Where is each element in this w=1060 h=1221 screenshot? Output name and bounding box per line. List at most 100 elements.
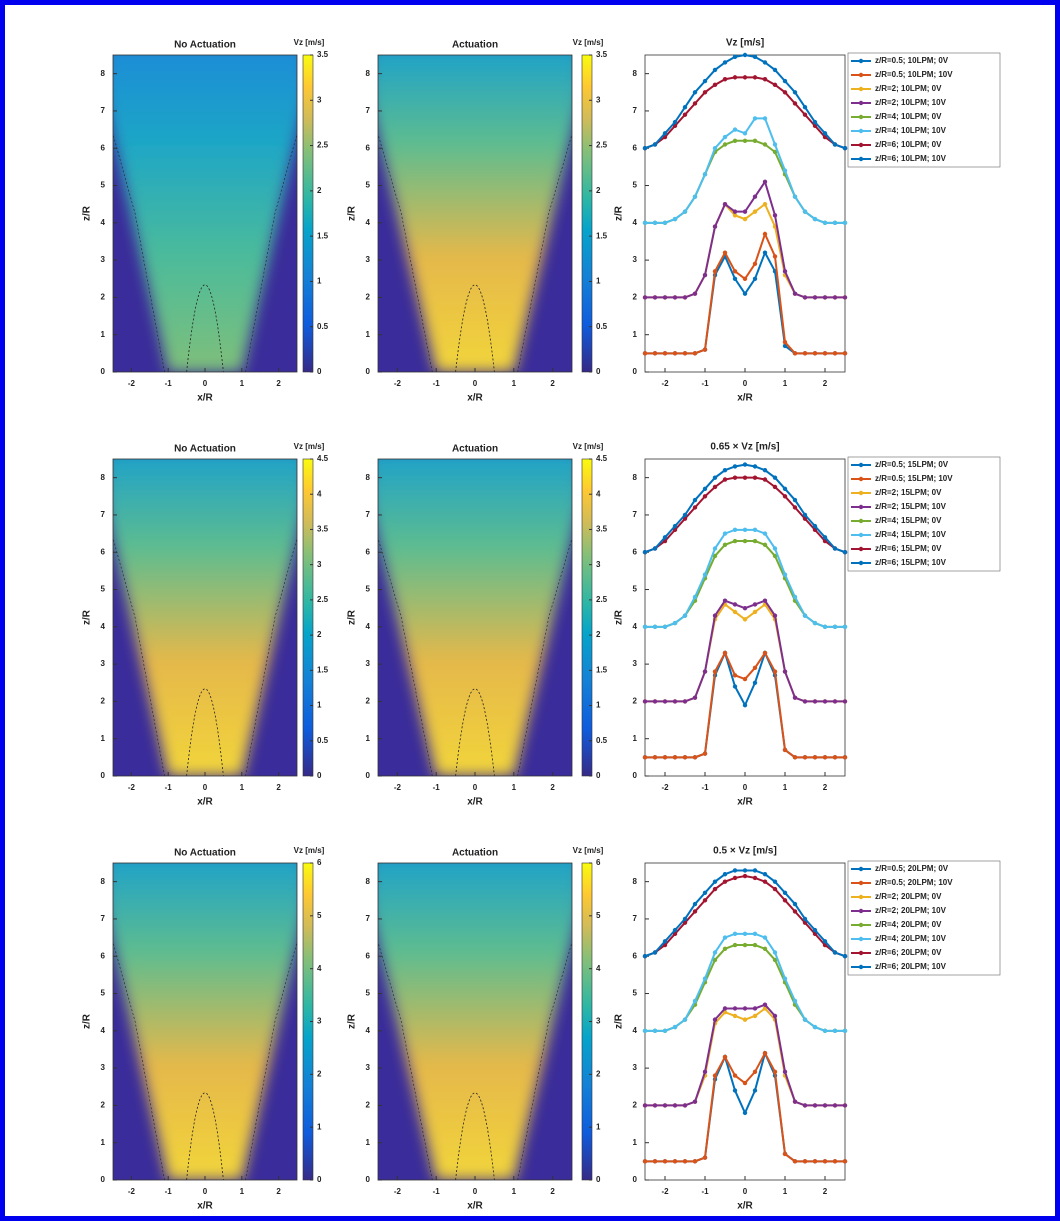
y-tick-label: 4 <box>101 622 106 631</box>
y-tick-label: 1 <box>633 330 638 339</box>
point <box>662 1028 668 1034</box>
point <box>782 339 788 345</box>
point <box>792 594 798 600</box>
legend-marker <box>858 72 864 78</box>
colorbar-tick-label: 4.5 <box>317 454 329 463</box>
contour <box>245 538 297 776</box>
point <box>792 901 798 907</box>
point <box>832 546 838 551</box>
point <box>692 909 698 914</box>
y-tick-label: 1 <box>633 734 638 743</box>
legend-label: z/R=6; 20LPM; 0V <box>875 948 942 957</box>
point <box>722 77 728 82</box>
point <box>842 624 848 630</box>
x-axis-label: x/R <box>197 797 213 808</box>
point <box>762 879 768 884</box>
point <box>722 650 728 656</box>
y-tick-label: 8 <box>366 877 371 886</box>
point <box>802 295 808 300</box>
y-tick-label: 7 <box>101 106 106 115</box>
point <box>712 1073 718 1078</box>
point <box>782 90 788 95</box>
point <box>712 146 718 151</box>
field <box>378 863 572 1180</box>
colorbar-tick-label: 0 <box>596 1175 601 1184</box>
point <box>742 276 748 281</box>
y-tick-label: 0 <box>101 1175 106 1184</box>
point <box>712 613 718 618</box>
x-tick-label: -1 <box>433 379 441 388</box>
point <box>832 950 838 955</box>
y-tick-label: 6 <box>101 143 106 152</box>
y-tick-label: 7 <box>633 106 638 115</box>
point <box>832 220 838 226</box>
y-tick-label: 8 <box>366 473 371 482</box>
point <box>742 1006 748 1011</box>
point <box>762 935 768 940</box>
point <box>702 572 708 577</box>
y-tick-label: 6 <box>633 143 638 152</box>
colorbar-tick-label: 1 <box>596 1122 601 1131</box>
x-tick-label: -2 <box>394 783 402 792</box>
colorbar-tick-label: 3.5 <box>596 525 608 534</box>
axes-box <box>377 458 573 777</box>
point <box>812 699 818 704</box>
y-tick-label: 6 <box>633 547 638 556</box>
x-tick-label: 0 <box>473 1187 478 1196</box>
legend-label: z/R=0.5; 20LPM; 10V <box>875 878 953 887</box>
point <box>712 82 718 88</box>
colorbar-tick-label: 4 <box>317 489 322 498</box>
point <box>652 1103 658 1108</box>
point <box>682 1159 688 1164</box>
x-tick-label: -1 <box>165 783 173 792</box>
y-tick-label: 3 <box>633 659 638 668</box>
x-tick-label: 0 <box>473 783 478 792</box>
field <box>378 459 572 776</box>
point <box>672 1024 678 1030</box>
x-axis-label: x/R <box>197 393 213 404</box>
point <box>642 1028 648 1034</box>
point <box>662 939 668 944</box>
colorbar-tick-label: 3 <box>317 1017 322 1026</box>
y-tick-label: 5 <box>101 585 106 594</box>
x-tick-label: -1 <box>701 783 709 792</box>
y-tick-label: 5 <box>633 181 638 190</box>
point <box>712 67 718 73</box>
point <box>822 624 828 630</box>
point <box>782 1069 788 1075</box>
point <box>782 669 788 674</box>
y-tick-label: 5 <box>366 989 371 998</box>
x-axis-label: x/R <box>197 1201 213 1212</box>
point <box>792 1159 798 1164</box>
point <box>812 1159 818 1164</box>
jet-region <box>113 55 297 372</box>
x-axis-label: x/R <box>467 797 483 808</box>
colorbar <box>581 54 593 373</box>
point <box>782 976 788 981</box>
y-tick-label: 1 <box>633 1138 638 1147</box>
field <box>113 459 297 776</box>
point <box>742 868 748 873</box>
chart-title: Actuation <box>452 40 498 51</box>
y-tick-label: 2 <box>366 1101 371 1110</box>
x-tick-label: 1 <box>240 783 245 792</box>
point <box>822 220 828 226</box>
y-tick-label: 4 <box>101 1026 106 1035</box>
point <box>642 624 648 630</box>
point <box>782 890 788 896</box>
point <box>732 475 738 480</box>
y-tick-label: 4 <box>366 1026 371 1035</box>
point <box>692 594 698 600</box>
point <box>672 927 678 933</box>
x-tick-label: -2 <box>661 783 669 792</box>
colorbar-tick-label: 4.5 <box>596 454 608 463</box>
x-tick-label: -2 <box>394 1187 402 1196</box>
x-tick-label: 1 <box>240 379 245 388</box>
point <box>832 142 838 147</box>
point <box>742 462 748 467</box>
point <box>812 1024 818 1030</box>
point <box>752 138 758 143</box>
point <box>802 916 808 922</box>
point <box>692 194 698 199</box>
chart-title: Actuation <box>452 444 498 455</box>
